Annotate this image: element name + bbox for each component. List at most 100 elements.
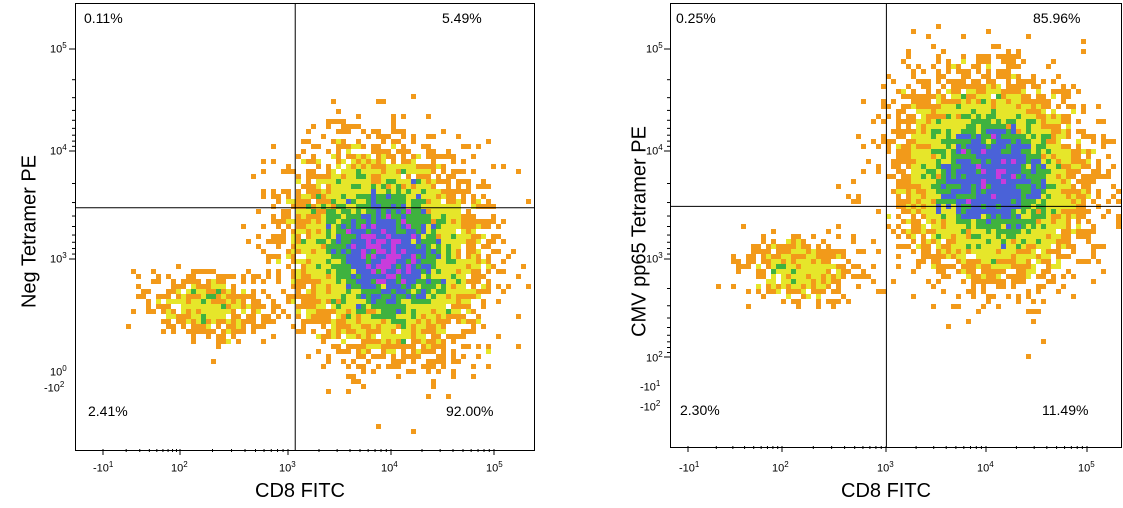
density-cell — [966, 104, 971, 109]
density-cell — [131, 269, 136, 274]
density-cell — [1036, 99, 1041, 104]
density-cell — [901, 169, 906, 174]
density-cell — [836, 269, 841, 274]
density-cell — [1006, 104, 1011, 109]
density-cell — [951, 164, 956, 169]
density-cell — [936, 139, 941, 144]
density-cell — [191, 309, 196, 314]
density-cell — [796, 239, 801, 244]
density-cell — [966, 134, 971, 139]
density-cell — [1106, 154, 1111, 159]
density-cell — [191, 304, 196, 309]
density-cell — [826, 264, 831, 269]
density-cell — [1006, 179, 1011, 184]
density-cell — [1026, 134, 1031, 139]
density-cell — [416, 304, 421, 309]
density-cell — [411, 329, 416, 334]
density-cell — [271, 319, 276, 324]
density-cell — [481, 244, 486, 249]
density-cell — [421, 299, 426, 304]
density-cell — [146, 289, 151, 294]
density-cell — [1046, 164, 1051, 169]
density-cell — [196, 299, 201, 304]
density-cell — [231, 274, 236, 279]
density-cell — [466, 279, 471, 284]
density-cell — [966, 224, 971, 229]
density-cell — [831, 304, 836, 309]
density-cell — [991, 164, 996, 169]
density-cell — [1066, 94, 1071, 99]
density-cell — [426, 284, 431, 289]
density-cell — [811, 284, 816, 289]
density-cell — [1031, 224, 1036, 229]
density-cell — [371, 199, 376, 204]
density-cell — [216, 309, 221, 314]
density-cell — [1001, 159, 1006, 164]
density-cell — [311, 274, 316, 279]
density-cell — [951, 109, 956, 114]
density-cell — [781, 259, 786, 264]
density-cell — [411, 229, 416, 234]
density-cell — [446, 314, 451, 319]
density-cell — [326, 219, 331, 224]
density-cell — [916, 129, 921, 134]
density-cell — [191, 269, 196, 274]
density-cell — [356, 249, 361, 254]
density-cell — [391, 254, 396, 259]
density-cell — [921, 139, 926, 144]
density-cell — [976, 59, 981, 64]
density-cell — [1066, 124, 1071, 129]
density-cell — [346, 259, 351, 264]
density-cell — [281, 239, 286, 244]
density-cell — [1056, 249, 1061, 254]
density-cell — [966, 114, 971, 119]
density-cell — [191, 334, 196, 339]
density-cell — [1046, 114, 1051, 119]
density-cell — [401, 259, 406, 264]
density-cell — [946, 129, 951, 134]
density-cell — [1061, 194, 1066, 199]
density-cell — [311, 249, 316, 254]
y-tick-label: -101 — [640, 379, 661, 394]
density-cell — [1006, 99, 1011, 104]
density-cell — [821, 249, 826, 254]
density-cell — [386, 309, 391, 314]
density-cell — [1051, 189, 1056, 194]
density-cell — [386, 179, 391, 184]
density-cell — [1036, 219, 1041, 224]
density-cell — [1036, 244, 1041, 249]
density-cell — [441, 344, 446, 349]
density-cell — [1051, 114, 1056, 119]
density-cell — [1036, 144, 1041, 149]
density-cell — [966, 69, 971, 74]
density-cell — [436, 224, 441, 229]
density-cell — [931, 224, 936, 229]
density-cell — [321, 219, 326, 224]
density-cell — [1081, 259, 1086, 264]
density-cell — [771, 244, 776, 249]
density-cell — [781, 284, 786, 289]
density-cell — [1011, 254, 1016, 259]
density-cell — [206, 334, 211, 339]
density-cell — [301, 194, 306, 199]
density-cell — [1031, 254, 1036, 259]
density-cell — [931, 259, 936, 264]
density-cell — [431, 169, 436, 174]
density-cell — [461, 279, 466, 284]
density-cell — [951, 94, 956, 99]
density-cell — [1026, 239, 1031, 244]
density-cell — [411, 139, 416, 144]
density-cell — [1061, 159, 1066, 164]
density-cell — [1016, 104, 1021, 109]
density-cell — [436, 284, 441, 289]
density-cell — [1036, 109, 1041, 114]
density-cell — [331, 334, 336, 339]
density-cell — [406, 329, 411, 334]
density-cell — [336, 289, 341, 294]
density-cell — [911, 229, 916, 234]
density-cell — [476, 199, 481, 204]
density-cell — [961, 259, 966, 264]
density-cell — [996, 139, 1001, 144]
density-cell — [956, 104, 961, 109]
density-cell — [966, 139, 971, 144]
